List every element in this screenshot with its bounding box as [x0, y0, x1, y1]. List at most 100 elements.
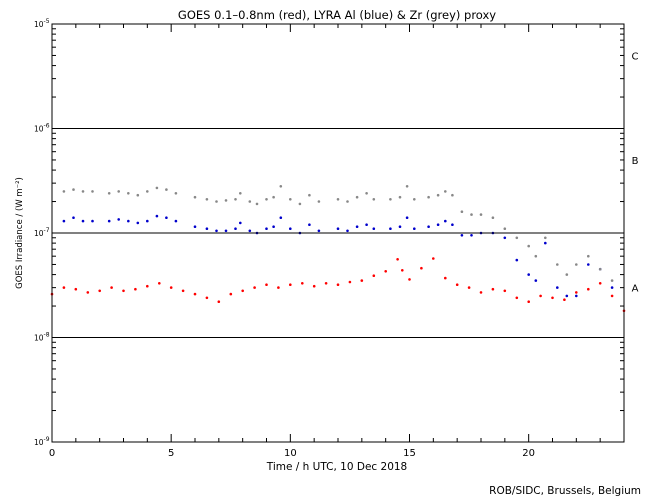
- data-point: [272, 195, 275, 199]
- data-point: [205, 296, 209, 300]
- data-point: [98, 289, 101, 293]
- data-point: [74, 287, 78, 291]
- data-point: [174, 219, 178, 223]
- data-point: [234, 227, 237, 230]
- data-point: [503, 227, 507, 230]
- data-point: [460, 210, 464, 213]
- data-point: [515, 296, 519, 300]
- data-point: [432, 257, 435, 260]
- data-point: [215, 229, 218, 233]
- data-point: [265, 283, 268, 287]
- data-point: [146, 284, 149, 288]
- data-point: [289, 227, 292, 230]
- data-point: [72, 216, 75, 219]
- data-point: [405, 216, 409, 219]
- chart-title: GOES 0.1–0.8nm (red), LYRA Al (blue) & Z…: [178, 8, 496, 22]
- series-1: [62, 214, 614, 298]
- data-point: [598, 267, 602, 271]
- class-label: C: [632, 51, 639, 62]
- x-tick-label: 15: [403, 448, 416, 459]
- data-point: [401, 269, 404, 272]
- data-point: [527, 300, 530, 304]
- data-point: [224, 199, 228, 202]
- data-point: [610, 294, 614, 298]
- data-point: [81, 190, 85, 193]
- data-point: [117, 218, 120, 221]
- x-axis: 0 5 10 15 20: [49, 24, 625, 459]
- data-point: [491, 287, 495, 291]
- y-tick-label: 10-9: [34, 436, 50, 447]
- data-point: [317, 229, 321, 233]
- data-point: [598, 282, 602, 285]
- data-point: [556, 263, 559, 266]
- data-point: [413, 227, 416, 230]
- data-point: [277, 286, 280, 289]
- class-label: B: [632, 156, 639, 167]
- data-point: [575, 291, 578, 294]
- data-point: [336, 198, 340, 201]
- data-point: [451, 193, 454, 197]
- data-point: [217, 300, 221, 304]
- data-point: [534, 254, 538, 258]
- data-point: [336, 227, 340, 230]
- data-point: [301, 282, 304, 285]
- data-point: [136, 221, 140, 225]
- data-point: [255, 202, 259, 206]
- data-point: [169, 286, 173, 289]
- data-point: [158, 282, 161, 285]
- data-point: [527, 273, 530, 276]
- data-point: [346, 229, 349, 233]
- y-tick-label: 10-5: [34, 18, 50, 29]
- data-point: [239, 221, 242, 225]
- data-point: [122, 289, 125, 293]
- data-point: [134, 287, 137, 291]
- data-point: [610, 279, 614, 282]
- data-point: [470, 213, 473, 216]
- data-point: [355, 195, 359, 199]
- data-point: [279, 185, 283, 188]
- data-point: [265, 198, 268, 201]
- data-point: [398, 195, 402, 199]
- data-point: [298, 202, 302, 206]
- data-point: [272, 225, 275, 228]
- data-point: [365, 192, 368, 195]
- data-point: [544, 241, 547, 245]
- data-point: [384, 270, 388, 273]
- data-point: [224, 229, 228, 233]
- data-point: [444, 276, 447, 280]
- data-point: [205, 227, 209, 230]
- data-point: [165, 216, 168, 219]
- data-point: [413, 198, 416, 201]
- data-point: [527, 244, 530, 248]
- series-0: [50, 257, 626, 313]
- data-point: [360, 279, 364, 282]
- data-point: [436, 193, 440, 197]
- data-point: [107, 192, 111, 195]
- data-point: [565, 294, 569, 298]
- data-point: [117, 190, 120, 193]
- credit-text: ROB/SIDC, Brussels, Belgium: [489, 485, 641, 497]
- data-series-layer: [50, 185, 626, 313]
- data-point: [308, 223, 311, 226]
- data-point: [205, 198, 209, 201]
- data-point: [587, 287, 590, 291]
- y-tick-label: 10-6: [34, 123, 50, 134]
- data-point: [127, 192, 130, 195]
- data-point: [146, 190, 149, 193]
- data-point: [444, 190, 447, 193]
- data-point: [565, 273, 569, 276]
- data-point: [575, 294, 578, 298]
- y-axis-label: GOES Irradiance / (W m⁻²): [15, 177, 25, 289]
- data-point: [72, 188, 75, 191]
- data-point: [420, 266, 423, 270]
- data-point: [396, 258, 399, 261]
- x-axis-label: Time / h UTC, 10 Dec 2018: [266, 461, 407, 473]
- data-point: [455, 283, 459, 287]
- data-point: [348, 280, 352, 284]
- data-point: [215, 200, 218, 203]
- data-point: [62, 286, 66, 289]
- data-point: [427, 225, 430, 228]
- data-point: [587, 254, 590, 258]
- data-point: [86, 291, 90, 294]
- data-point: [563, 298, 566, 302]
